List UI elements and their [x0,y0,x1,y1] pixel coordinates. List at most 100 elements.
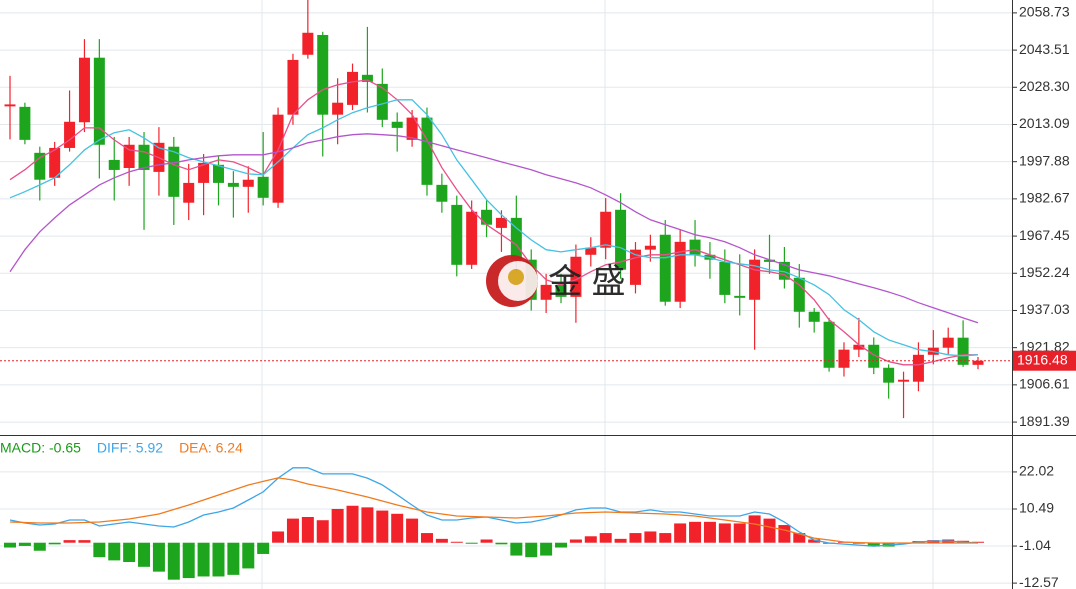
candle-body [227,182,239,187]
macd-bar [108,542,121,561]
candle-body [734,295,746,298]
macd-bar [689,521,702,543]
candle-body [793,277,805,312]
candle-body [317,34,329,115]
candle-body [108,159,120,170]
macd-bar [614,538,627,543]
macd-bar [376,510,389,543]
candle-body [808,311,820,322]
macd-bar [361,507,374,543]
candle-body [123,144,135,168]
candle-body [272,114,284,203]
macd-bar [316,520,329,543]
macd-bar [748,515,761,543]
legend-entry: DEA: 6.24 [179,440,243,456]
macd-bar [644,531,657,543]
candle-body [138,144,150,170]
candle-body [406,117,418,140]
macd-bar [48,542,61,545]
current-price-box [1013,350,1076,371]
macd-bar [406,518,419,543]
y-tick-label: 1952.24 [1019,264,1070,280]
y-tick-label: 2043.51 [1019,41,1070,57]
candle-body [34,152,46,180]
legend-entry: DIFF: 5.92 [97,440,163,456]
candle-body [615,209,627,270]
macd-bar [123,542,136,562]
macd-bar [138,542,151,567]
candle-body [957,337,969,365]
candle-body [332,102,344,115]
ma-line [9,133,979,324]
macd-bar [197,542,210,577]
macd-bar [972,541,984,543]
macd-bar [540,542,553,556]
candle-body [644,245,656,250]
macd-bar [391,513,404,543]
macd-bar [182,542,195,579]
candle-body [942,337,954,348]
macd-bar [242,542,255,569]
macd-bar [78,540,91,543]
watermark-text: 金 盛 [548,263,625,301]
macd-bar [227,542,240,575]
candle-body [436,184,448,202]
macd-bar [465,542,478,544]
candle-body [868,344,880,368]
candle-body [466,211,478,265]
macd-bar [63,540,76,543]
y-tick-label: 1937.03 [1019,301,1070,317]
y-tick-label: 1997.88 [1019,152,1070,168]
candle-body [883,367,895,383]
y-tick-label: 10.49 [1019,500,1054,516]
macd-bar [167,542,180,580]
candle-body [600,211,612,248]
macd-bar [480,539,493,543]
candle-body [361,74,373,82]
candle-body [451,204,463,265]
macd-bar [599,533,612,543]
candle-body [93,57,105,145]
macd-bar [435,538,448,543]
logo-ball [508,269,524,285]
candle-body [585,247,597,255]
candle-body [659,234,671,302]
ma-line [9,99,979,357]
candle-body [257,176,269,198]
candle-body [912,354,924,382]
macd-bar [301,517,314,543]
macd-bar [778,525,791,543]
macd-bar [703,521,716,543]
macd-line [9,467,979,547]
candle-body [495,217,507,228]
y-tick-label: 2013.09 [1019,115,1070,131]
y-tick-label: 1906.61 [1019,376,1070,392]
candle-body [719,261,731,295]
candle-body [570,256,582,297]
candle-body [4,104,16,107]
candle-body [302,32,314,55]
macd-bar [808,539,821,543]
y-tick-label: 1891.39 [1019,413,1070,429]
candle-body [838,349,850,368]
candle-body [376,83,388,120]
macd-bar [272,531,285,543]
candle-body [168,146,180,197]
y-tick-label: 2058.73 [1019,4,1070,20]
candle-body [287,59,299,115]
watermark-logo: 金 盛 [486,255,625,307]
macd-bar [867,542,880,547]
y-tick-label: 1967.45 [1019,227,1070,243]
macd-bar [629,533,642,543]
candle-body [78,57,90,123]
y-tick-label: -1.04 [1019,537,1051,553]
macd-bar [718,523,731,543]
legend-entry: MACD: -0.65 [0,440,81,456]
macd-bar [763,518,776,543]
candle-body [764,259,776,262]
candle-body [242,179,254,187]
candle-body [823,321,835,368]
candle-body [778,261,790,280]
candle-body [898,379,910,382]
macd-bar [212,542,225,577]
